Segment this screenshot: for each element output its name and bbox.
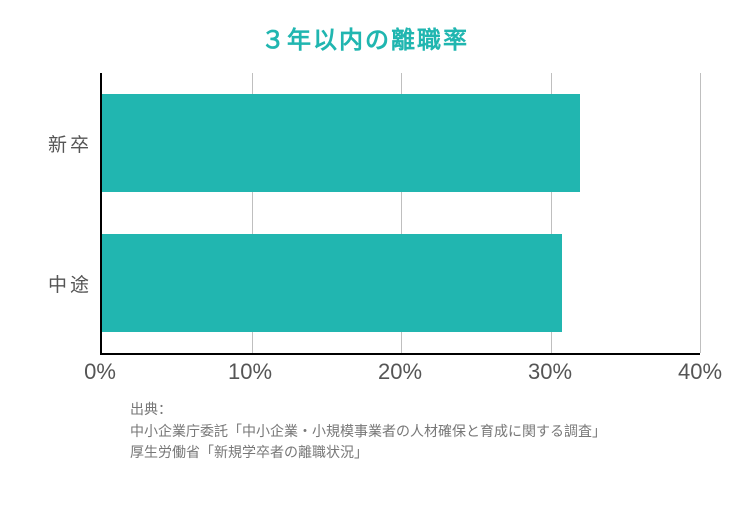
plot-area bbox=[100, 73, 700, 355]
chart-container: ３年以内の離職率 新卒中途 0% 10% 20% 30% 40% 出典：中小企業庁委託「… bbox=[0, 0, 730, 517]
x-axis-tick-label: 40% bbox=[678, 359, 722, 385]
x-axis-labels: 0%10%20%30%40% bbox=[100, 355, 700, 389]
bar bbox=[102, 234, 562, 332]
bar bbox=[102, 94, 580, 192]
x-axis-tick-label: 0% bbox=[84, 359, 116, 385]
chart-title: ３年以内の離職率 bbox=[30, 20, 700, 55]
footnote-line: 中小企業庁委託「中小企業・小規模事業者の人材確保と育成に関する調査」 bbox=[130, 421, 700, 443]
x-axis-tick-label: 10% bbox=[228, 359, 272, 385]
gridline bbox=[700, 73, 701, 353]
y-axis-label: 中途 bbox=[48, 270, 92, 297]
y-axis-label: 新卒 bbox=[48, 130, 92, 157]
x-axis-tick-label: 20% bbox=[378, 359, 422, 385]
y-axis-labels: 新卒中途 bbox=[30, 73, 100, 353]
x-axis-tick-label: 30% bbox=[528, 359, 572, 385]
footnote-line: 厚生労働省「新規学卒者の離職状況」 bbox=[130, 442, 700, 464]
plot-row: 新卒中途 bbox=[30, 73, 700, 355]
footnote-line: 出典： bbox=[130, 399, 700, 421]
footnote: 出典：中小企業庁委託「中小企業・小規模事業者の人材確保と育成に関する調査」厚生労… bbox=[130, 399, 700, 464]
